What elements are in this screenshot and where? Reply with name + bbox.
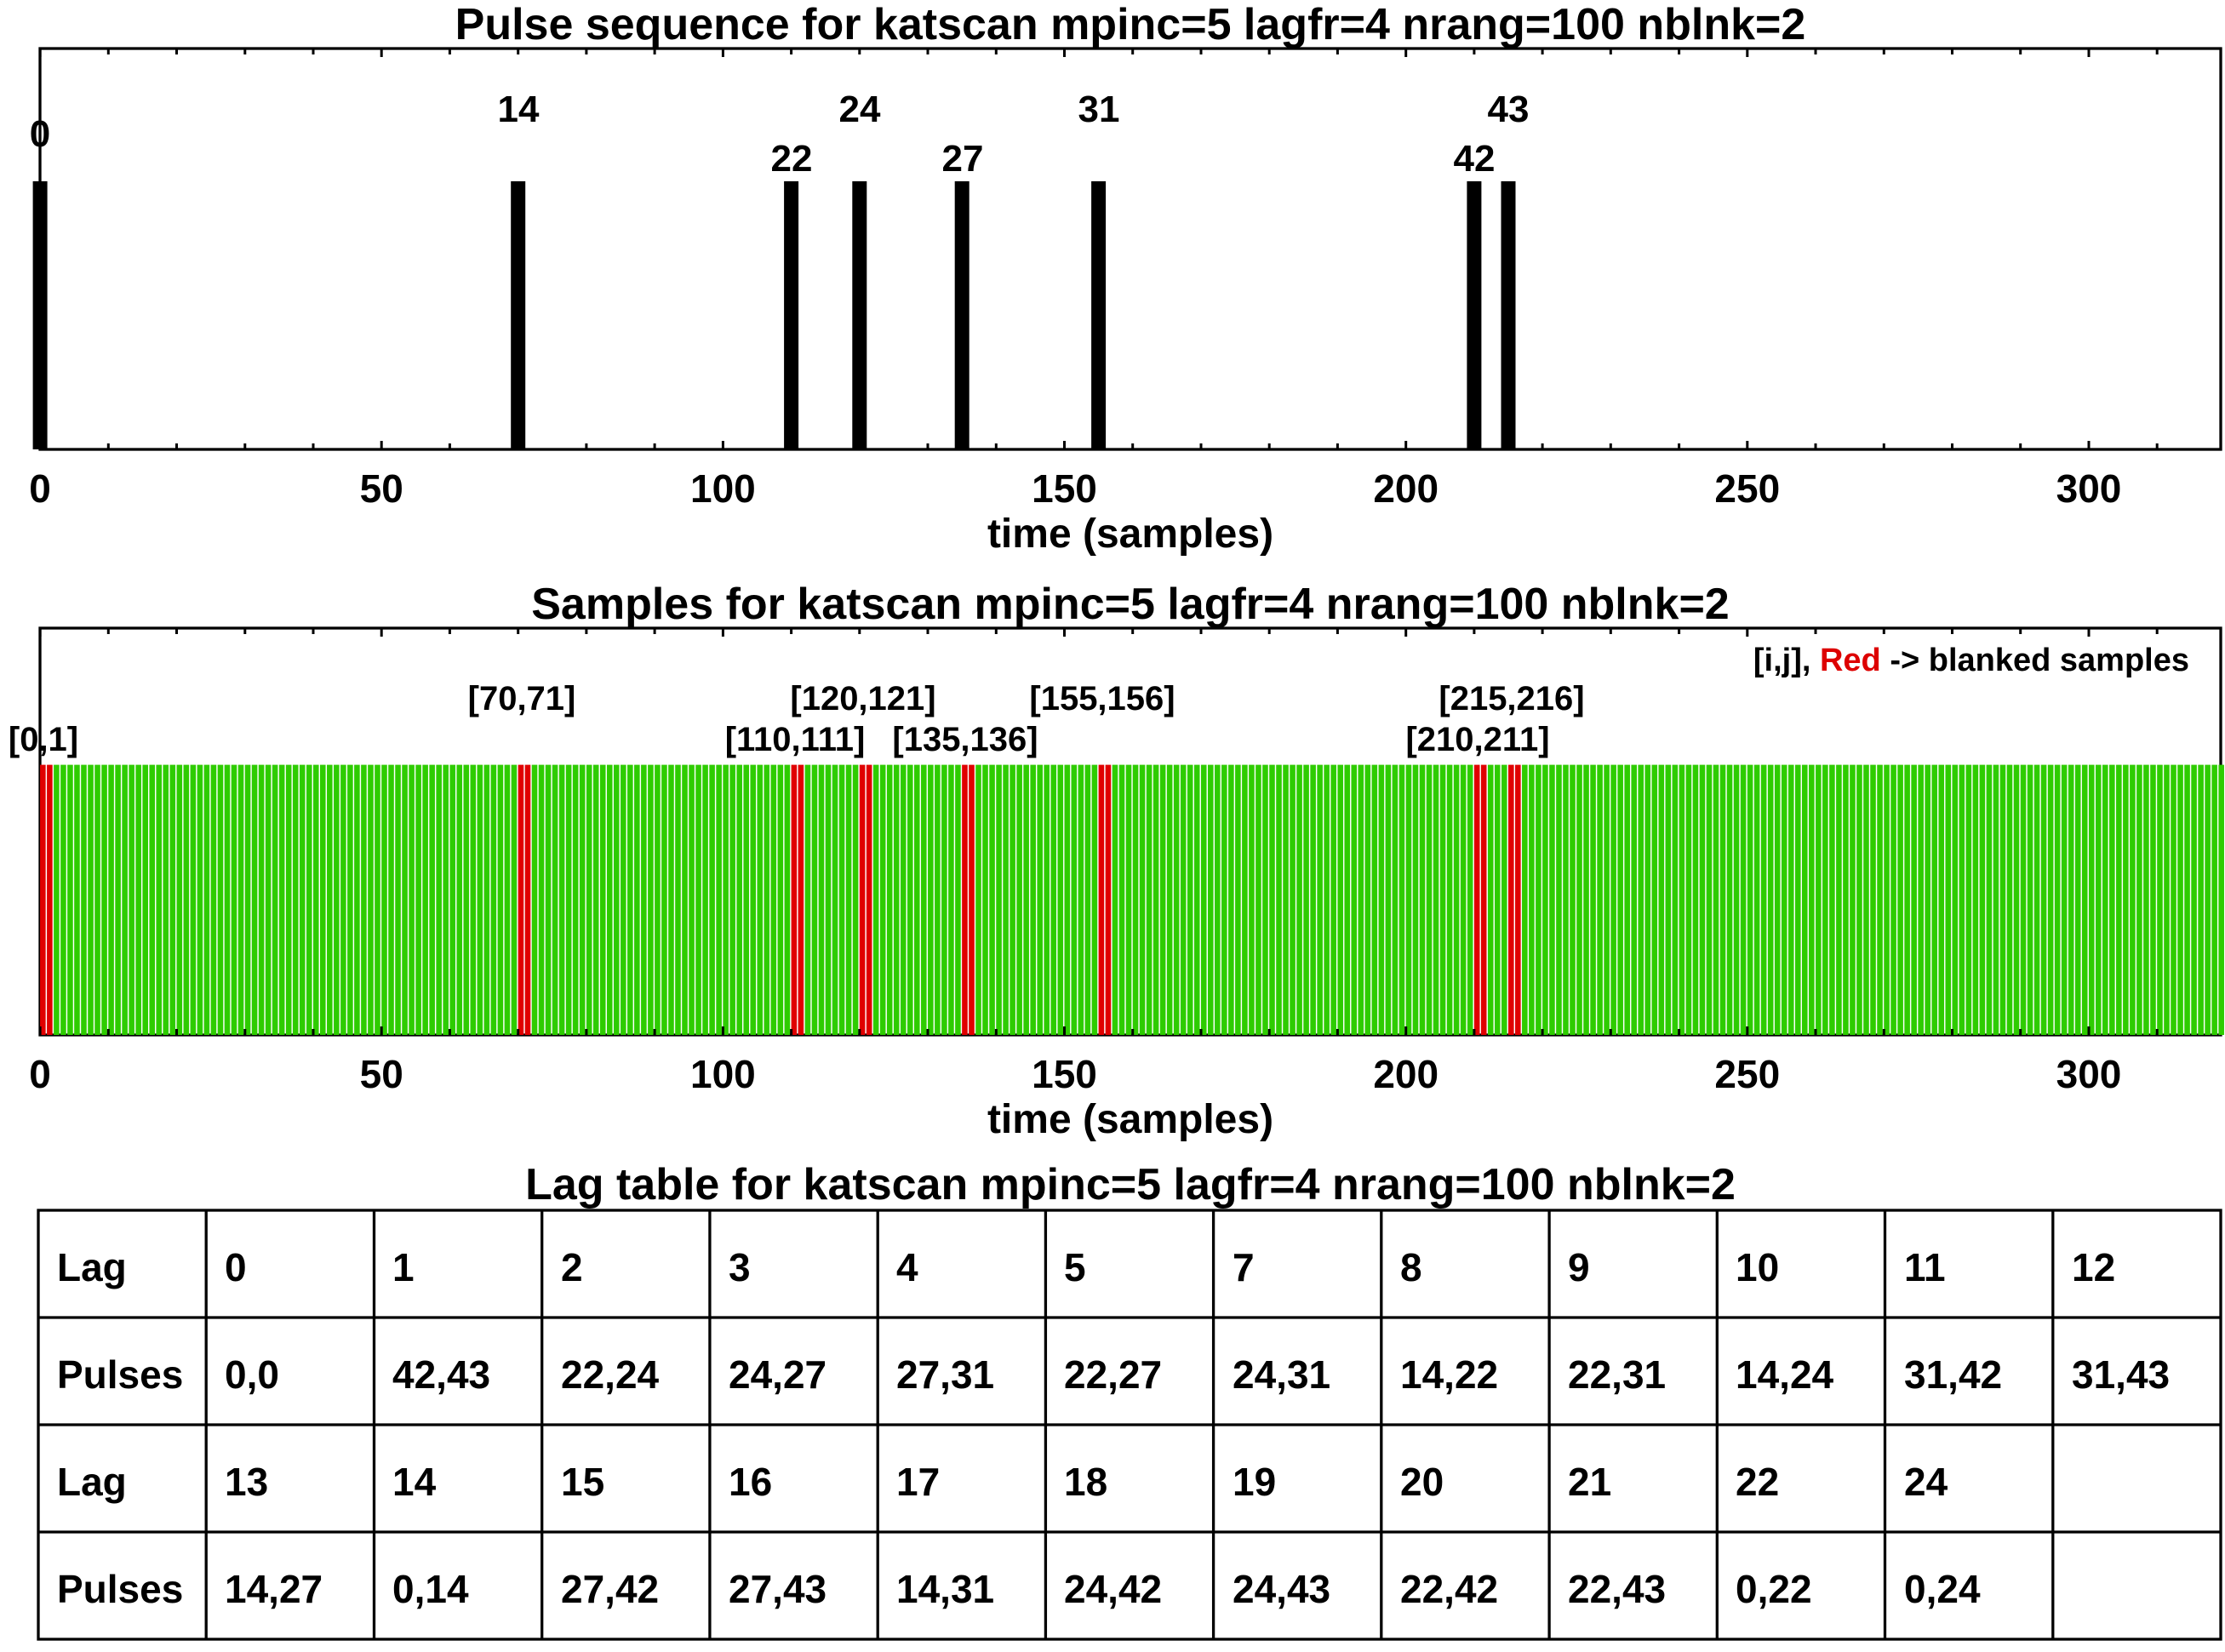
svg-text:7: 7 [1233, 1245, 1255, 1289]
svg-text:0,24: 0,24 [1904, 1567, 1981, 1611]
svg-text:42: 42 [1454, 138, 1496, 180]
svg-text:300: 300 [2056, 1052, 2122, 1096]
svg-text:10: 10 [1736, 1245, 1779, 1289]
svg-text:[210,211]: [210,211] [1405, 721, 1549, 758]
svg-text:[0,1]: [0,1] [9, 721, 78, 758]
svg-text:4: 4 [896, 1245, 918, 1289]
svg-text:11: 11 [1904, 1245, 1946, 1289]
svg-text:Pulses: Pulses [57, 1567, 183, 1611]
svg-text:[i,j], Red -> blanked samples: [i,j], Red -> blanked samples [1753, 643, 2189, 678]
svg-text:250: 250 [1714, 1052, 1780, 1096]
svg-text:time (samples): time (samples) [987, 1097, 1273, 1142]
svg-text:2: 2 [561, 1245, 583, 1289]
svg-text:22,31: 22,31 [1568, 1352, 1666, 1397]
svg-text:22,24: 22,24 [561, 1352, 660, 1397]
svg-text:14,31: 14,31 [896, 1567, 994, 1611]
svg-text:12: 12 [2072, 1245, 2115, 1289]
svg-text:31,42: 31,42 [1904, 1352, 2002, 1397]
svg-text:16: 16 [729, 1460, 772, 1504]
svg-text:100: 100 [690, 1052, 756, 1096]
svg-text:3: 3 [729, 1245, 751, 1289]
svg-text:27,31: 27,31 [896, 1352, 994, 1397]
svg-text:Samples for katscan mpinc=5 la: Samples for katscan mpinc=5 lagfr=4 nran… [531, 580, 1729, 629]
svg-text:19: 19 [1233, 1460, 1276, 1504]
svg-text:Lag: Lag [57, 1460, 127, 1504]
svg-text:27,42: 27,42 [561, 1567, 659, 1611]
svg-text:15: 15 [561, 1460, 604, 1504]
svg-text:0,22: 0,22 [1736, 1567, 1812, 1611]
svg-text:300: 300 [2056, 466, 2122, 511]
svg-text:22: 22 [771, 138, 813, 180]
svg-text:200: 200 [1373, 1052, 1439, 1096]
svg-text:Pulses: Pulses [57, 1352, 183, 1397]
svg-text:0,0: 0,0 [225, 1352, 279, 1397]
svg-text:22,27: 22,27 [1064, 1352, 1162, 1397]
svg-text:14,22: 14,22 [1400, 1352, 1498, 1397]
svg-text:Pulse sequence for katscan mpi: Pulse sequence for katscan mpinc=5 lagfr… [455, 0, 1806, 49]
svg-text:[215,216]: [215,216] [1439, 680, 1584, 717]
svg-text:17: 17 [896, 1460, 940, 1504]
svg-text:31,43: 31,43 [2072, 1352, 2170, 1397]
svg-text:0: 0 [30, 113, 50, 155]
svg-text:21: 21 [1568, 1460, 1611, 1504]
svg-text:0: 0 [29, 466, 51, 511]
svg-text:150: 150 [1032, 1052, 1097, 1096]
svg-text:Lag: Lag [57, 1245, 127, 1289]
svg-text:20: 20 [1400, 1460, 1444, 1504]
svg-text:time (samples): time (samples) [987, 512, 1273, 557]
svg-text:24,42: 24,42 [1064, 1567, 1162, 1611]
svg-text:24,43: 24,43 [1233, 1567, 1330, 1611]
svg-text:1: 1 [392, 1245, 415, 1289]
svg-text:27,43: 27,43 [729, 1567, 827, 1611]
svg-text:22,43: 22,43 [1568, 1567, 1666, 1611]
svg-text:[120,121]: [120,121] [790, 680, 935, 717]
svg-text:[135,136]: [135,136] [892, 721, 1038, 758]
svg-text:8: 8 [1400, 1245, 1422, 1289]
svg-text:24,27: 24,27 [729, 1352, 827, 1397]
svg-text:27: 27 [942, 138, 984, 180]
svg-text:100: 100 [690, 466, 756, 511]
svg-text:250: 250 [1714, 466, 1780, 511]
svg-text:18: 18 [1064, 1460, 1107, 1504]
svg-text:43: 43 [1488, 89, 1530, 130]
svg-text:[110,111]: [110,111] [725, 721, 866, 758]
svg-text:22: 22 [1736, 1460, 1779, 1504]
svg-text:5: 5 [1064, 1245, 1086, 1289]
svg-text:[70,71]: [70,71] [468, 680, 576, 717]
svg-text:24: 24 [1904, 1460, 1948, 1504]
svg-text:24: 24 [839, 89, 881, 130]
svg-text:50: 50 [360, 466, 403, 511]
svg-text:13: 13 [225, 1460, 268, 1504]
svg-text:0,14: 0,14 [392, 1567, 469, 1611]
svg-text:14: 14 [498, 89, 540, 130]
svg-text:31: 31 [1078, 89, 1120, 130]
svg-text:22,42: 22,42 [1400, 1567, 1498, 1611]
svg-text:14: 14 [392, 1460, 437, 1504]
svg-text:50: 50 [360, 1052, 403, 1096]
svg-text:24,31: 24,31 [1233, 1352, 1330, 1397]
svg-text:Lag table for katscan mpinc=5: Lag table for katscan mpinc=5 lagfr=4 nr… [525, 1160, 1736, 1209]
svg-text:9: 9 [1568, 1245, 1590, 1289]
svg-text:14,24: 14,24 [1736, 1352, 1834, 1397]
svg-text:150: 150 [1032, 466, 1097, 511]
svg-text:42,43: 42,43 [392, 1352, 490, 1397]
svg-text:[155,156]: [155,156] [1029, 680, 1175, 717]
svg-text:14,27: 14,27 [225, 1567, 323, 1611]
svg-text:200: 200 [1373, 466, 1439, 511]
svg-text:0: 0 [225, 1245, 247, 1289]
svg-text:0: 0 [29, 1052, 51, 1096]
